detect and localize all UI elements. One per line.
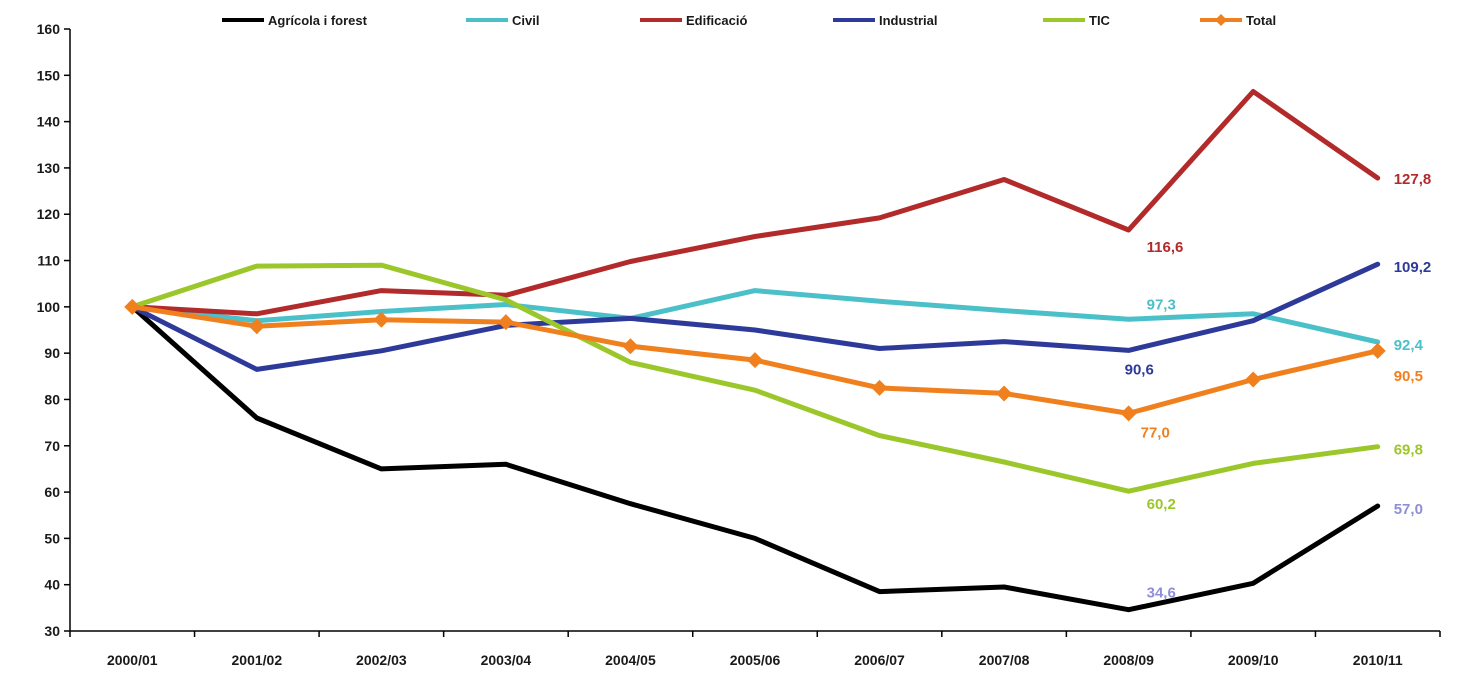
y-tick-label: 60 — [44, 484, 60, 500]
data-label: 116,6 — [1147, 239, 1184, 256]
y-tick-label: 130 — [37, 160, 61, 176]
x-tick-label: 2001/02 — [232, 652, 283, 668]
series-line-4 — [129, 262, 1381, 494]
data-point-marker — [373, 311, 390, 328]
legend-label-3: Industrial — [879, 13, 938, 28]
y-tick-label: 160 — [37, 21, 61, 37]
data-point-marker — [124, 298, 141, 315]
x-tick-label: 2008/09 — [1103, 652, 1154, 668]
data-label: 109,2 — [1394, 259, 1432, 276]
axes: 30 40 50 60 70 80 90 100 110 120 130 140 150 160 2000/… — [37, 21, 1441, 668]
legend-label-0: Agrícola i forest — [268, 13, 368, 28]
x-tick-label: 2000/01 — [107, 652, 158, 668]
data-point-marker — [622, 338, 639, 355]
series-line-2 — [129, 89, 1381, 317]
x-tick-label: 2007/08 — [979, 652, 1030, 668]
y-tick-label: 120 — [37, 206, 61, 222]
x-tick-label: 2006/07 — [854, 652, 905, 668]
data-point-marker — [1245, 371, 1262, 388]
y-tick-label: 100 — [37, 299, 61, 315]
y-tick-label: 30 — [44, 623, 60, 639]
data-point-marker — [248, 318, 265, 335]
y-tick-label: 40 — [44, 577, 60, 593]
series-lines — [129, 89, 1381, 613]
y-tick-label: 150 — [37, 67, 61, 83]
y-tick-label: 110 — [37, 253, 60, 269]
data-point-marker — [1369, 342, 1386, 359]
x-tick-label: 2004/05 — [605, 652, 656, 668]
data-point-marker — [1120, 405, 1137, 422]
data-label: 92,4 — [1394, 337, 1424, 354]
data-point-marker — [497, 314, 514, 331]
series-line-3 — [129, 261, 1381, 372]
legend-marker — [1215, 14, 1227, 26]
data-label: 90,5 — [1394, 368, 1423, 385]
data-labels: 127,8 116,6 109,2 97,3 92,4 90,6 90,5 77,0 69,8 6… — [1125, 171, 1432, 602]
y-tick-label: 80 — [44, 391, 60, 407]
data-label: 34,6 — [1147, 585, 1176, 602]
y-tick-label: 140 — [37, 114, 61, 130]
data-label: 69,8 — [1394, 442, 1423, 459]
data-point-marker — [996, 385, 1013, 402]
legend-label-1: Civil — [512, 13, 539, 28]
data-label: 77,0 — [1141, 424, 1170, 441]
data-label: 97,3 — [1147, 296, 1176, 313]
legend-label-5: Total — [1246, 13, 1276, 28]
data-label: 57,0 — [1394, 501, 1423, 518]
series-line-0 — [129, 304, 1381, 613]
x-tick-label: 2010/11 — [1353, 652, 1403, 668]
x-tick-label: 2002/03 — [356, 652, 407, 668]
series-markers — [124, 298, 1386, 422]
x-tick-label: 2005/06 — [730, 652, 781, 668]
legend-label-4: TIC — [1089, 13, 1111, 28]
y-tick-label: 50 — [44, 530, 60, 546]
x-tick-label: 2003/04 — [481, 652, 532, 668]
y-tick-label: 70 — [44, 438, 60, 454]
y-tick-label: 90 — [44, 345, 60, 361]
data-label: 127,8 — [1394, 171, 1432, 188]
data-point-marker — [871, 379, 888, 396]
data-label: 60,2 — [1147, 496, 1176, 513]
legend: Agrícola i forest Civil Edificació Industri… — [222, 13, 1276, 28]
x-tick-label: 2009/10 — [1228, 652, 1279, 668]
series-line-1 — [129, 288, 1381, 345]
legend-label-2: Edificació — [686, 13, 747, 28]
data-label: 90,6 — [1125, 361, 1154, 378]
data-point-marker — [747, 352, 763, 369]
